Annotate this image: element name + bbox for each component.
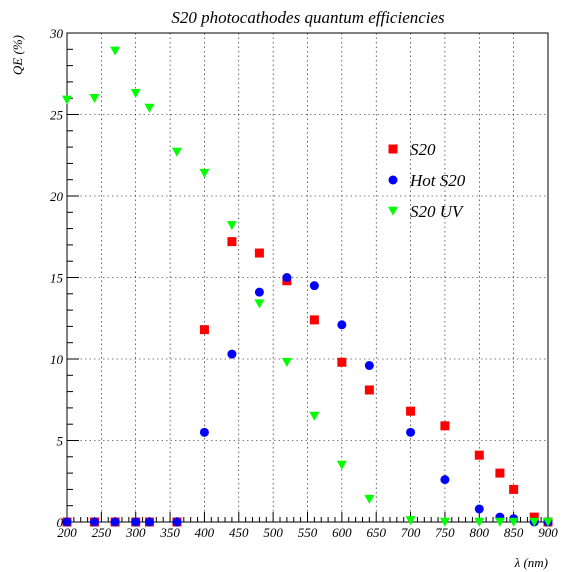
x-tick-label: 200 xyxy=(57,525,77,540)
legend-label: S20 xyxy=(410,140,436,159)
data-point xyxy=(110,46,121,56)
legend-item-hot-s20: Hot S20 xyxy=(388,171,466,190)
data-point xyxy=(509,484,519,494)
data-point xyxy=(406,406,416,416)
data-point xyxy=(199,325,209,335)
data-point xyxy=(131,517,141,527)
x-tick-label: 400 xyxy=(195,525,215,540)
data-point xyxy=(364,385,374,395)
data-point xyxy=(309,411,320,421)
data-point xyxy=(440,475,450,485)
data-point xyxy=(543,517,553,527)
legend-marker xyxy=(388,175,398,185)
legend-item-s20: S20 xyxy=(388,140,436,159)
data-point xyxy=(529,517,540,527)
legend-marker xyxy=(388,206,398,216)
data-point xyxy=(405,516,416,526)
legend: S20 Hot S20 S20 UV xyxy=(388,140,466,221)
data-point xyxy=(282,273,292,282)
chart-title: S20 photocathodes quantum efficiencies xyxy=(171,8,445,27)
data-point xyxy=(199,427,209,437)
data-point xyxy=(495,468,505,478)
data-point xyxy=(440,421,450,431)
y-tick-label: 5 xyxy=(57,434,64,449)
y-tick-label: 10 xyxy=(50,352,64,367)
y-tick-label: 20 xyxy=(50,189,64,204)
series-hot-s20 xyxy=(62,273,553,527)
legend-label: S20 UV xyxy=(410,202,465,221)
data-point xyxy=(144,103,155,113)
data-point xyxy=(494,517,505,527)
data-point xyxy=(309,281,319,291)
x-tick-label: 750 xyxy=(435,525,455,540)
data-point xyxy=(227,237,237,247)
x-tick-label: 850 xyxy=(504,525,524,540)
data-point xyxy=(199,168,210,178)
data-point xyxy=(226,221,237,231)
data-point xyxy=(144,517,154,527)
data-point xyxy=(474,450,484,460)
data-point xyxy=(364,494,375,504)
data-point xyxy=(474,504,484,514)
data-point xyxy=(337,357,347,367)
x-tick-label: 900 xyxy=(538,525,558,540)
y-tick-label: 25 xyxy=(50,108,64,123)
x-tick-label: 350 xyxy=(159,525,180,540)
data-point xyxy=(439,517,450,527)
data-points xyxy=(62,46,553,527)
data-point xyxy=(474,517,485,527)
data-point xyxy=(62,95,72,105)
x-tick-label: 650 xyxy=(366,525,386,540)
legend-label: Hot S20 xyxy=(409,171,466,190)
data-point xyxy=(254,299,265,309)
x-tick-label: 450 xyxy=(229,525,249,540)
y-tick-label: 15 xyxy=(50,271,64,286)
grid xyxy=(67,33,548,522)
data-point xyxy=(337,320,347,330)
data-point xyxy=(406,427,416,437)
data-point xyxy=(89,517,99,527)
x-tick-label: 600 xyxy=(332,525,352,540)
data-point xyxy=(281,358,292,368)
data-point xyxy=(110,517,120,527)
data-point xyxy=(508,517,519,527)
data-point xyxy=(254,248,264,258)
y-tick-label: 0 xyxy=(57,515,64,530)
y-axis-label: QE (%) xyxy=(10,35,25,75)
data-point xyxy=(130,89,141,99)
data-point xyxy=(529,512,539,522)
data-point xyxy=(171,147,182,157)
data-point xyxy=(89,93,100,103)
legend-item-s20-uv: S20 UV xyxy=(388,202,465,221)
data-point xyxy=(336,460,347,470)
data-point xyxy=(309,315,319,325)
series-s20-uv xyxy=(62,46,553,527)
data-point xyxy=(364,361,374,371)
data-point xyxy=(62,517,72,527)
data-point xyxy=(227,349,237,359)
x-tick-label: 300 xyxy=(125,525,146,540)
x-tick-label: 550 xyxy=(298,525,318,540)
x-tick-label: 800 xyxy=(470,525,490,540)
x-tick-label: 700 xyxy=(401,525,421,540)
x-tick-label: 250 xyxy=(92,525,112,540)
x-tick-label: 500 xyxy=(263,525,283,540)
x-axis-label: λ (nm) xyxy=(514,555,548,570)
tick-labels: 200 250 300 350 400 450 500 550 600 650 700 750 800 8… xyxy=(49,26,558,540)
y-tick-label: 30 xyxy=(49,26,64,41)
data-point xyxy=(254,287,264,297)
data-point xyxy=(172,517,182,527)
legend-marker xyxy=(388,144,398,154)
